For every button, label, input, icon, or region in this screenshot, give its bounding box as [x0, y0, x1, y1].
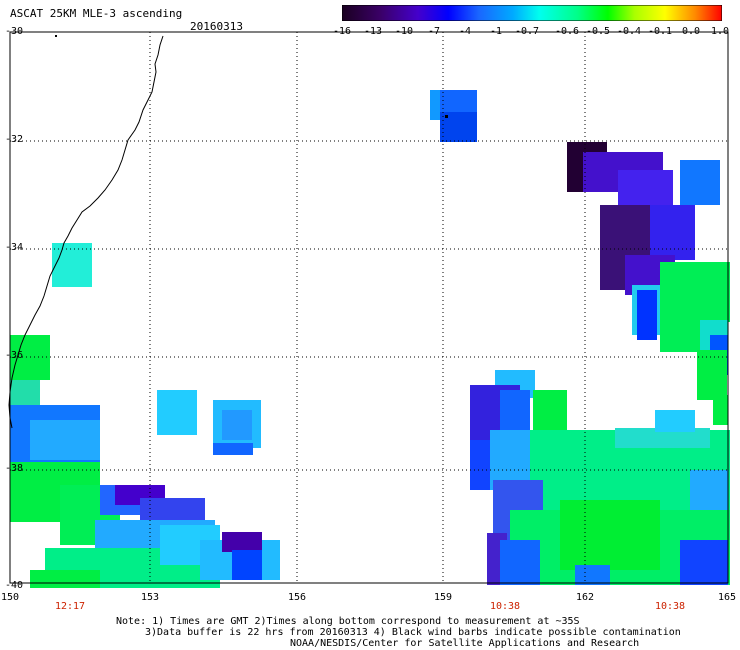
footnote-line: NOAA/NESDIS/Center for Satellite Applica…	[290, 638, 640, 649]
wind-cell	[30, 570, 100, 588]
lat-label: -32	[5, 134, 24, 145]
map-frame	[9, 31, 729, 584]
wind-cell	[157, 390, 197, 435]
wind-cell	[232, 550, 262, 580]
lon-label: 150	[0, 592, 20, 603]
wind-cell	[700, 262, 730, 322]
lon-label: 165	[717, 592, 737, 603]
wind-barb-mark	[55, 35, 57, 37]
footnote-line: 3)Data buffer is 22 hrs from 20160313 4)…	[145, 627, 681, 638]
wind-cell	[697, 350, 727, 400]
product-title: ASCAT 25KM MLE-3 ascending	[10, 7, 183, 20]
lat-label: -38	[5, 463, 24, 474]
wind-cell	[500, 540, 540, 585]
wind-cell	[615, 428, 710, 448]
pass-time-label: 12:17	[54, 601, 86, 612]
wind-cell	[655, 410, 695, 432]
lon-label: 159	[433, 592, 453, 603]
wind-cell	[430, 90, 440, 120]
wind-cell	[213, 443, 253, 455]
wind-cell	[560, 500, 660, 570]
wind-cell	[680, 160, 720, 205]
coastline	[8, 35, 164, 429]
wind-cell	[713, 395, 728, 425]
wind-cell	[650, 205, 695, 260]
wind-barb-mark	[445, 115, 448, 118]
wind-cell	[618, 170, 673, 210]
wind-cell	[575, 565, 610, 585]
lat-label: -36	[5, 350, 24, 361]
wind-cell	[690, 470, 728, 510]
lat-label: -30	[5, 26, 24, 37]
color-scale-legend	[342, 5, 722, 21]
wind-cell	[222, 532, 262, 552]
lon-label: 156	[287, 592, 307, 603]
wind-cell	[222, 410, 252, 440]
wind-cell	[52, 243, 92, 287]
legend-bar	[342, 5, 722, 21]
wind-cell	[30, 420, 100, 460]
lon-label: 153	[140, 592, 160, 603]
lon-label: 162	[575, 592, 595, 603]
pass-time-label: 10:38	[489, 601, 521, 612]
lat-label: -40	[5, 580, 24, 591]
wind-cell	[680, 540, 728, 585]
pass-time-label: 10:38	[654, 601, 686, 612]
wind-cell	[533, 390, 567, 430]
wind-cell	[637, 290, 657, 340]
product-date: 20160313	[190, 20, 243, 33]
footnote-line: Note: 1) Times are GMT 2)Times along bot…	[116, 616, 580, 627]
lat-label: -34	[5, 242, 24, 253]
